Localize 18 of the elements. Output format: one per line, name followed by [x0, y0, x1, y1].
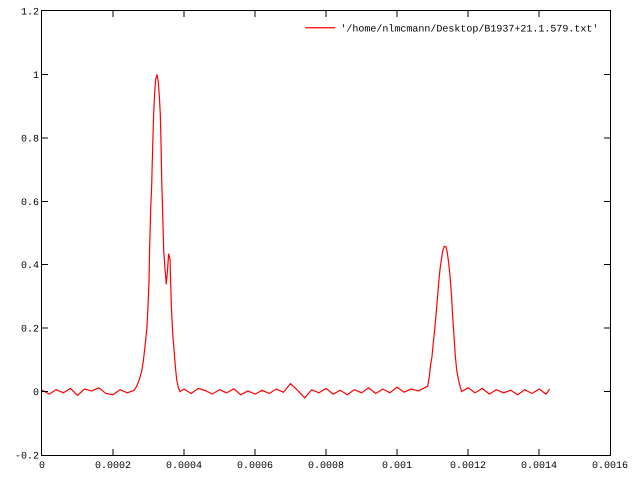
x-tick-label: 0.0008	[308, 461, 344, 472]
y-tick-label: 1	[32, 70, 39, 82]
legend-label: '/home/nlmcmann/Desktop/B1937+21.1.579.txt'	[340, 24, 598, 36]
x-tick-label: 0.001	[382, 461, 412, 472]
y-tick-label: 0.2	[20, 324, 39, 336]
y-tick-label: 0	[32, 388, 39, 400]
y-tick-label: 0.4	[20, 261, 39, 272]
y-tick-label: -0.2	[14, 452, 39, 462]
x-tick-label: 0.0016	[592, 461, 628, 472]
y-tick-label: 1.2	[20, 8, 39, 18]
line-series	[42, 74, 550, 399]
x-tick-label: 0.0004	[166, 461, 202, 472]
y-tick-label: 0.8	[20, 134, 39, 146]
x-tick-label: 0.0012	[450, 461, 486, 472]
x-tick-label: 0.0014	[520, 461, 558, 472]
x-tick-label: 0.0006	[236, 461, 274, 472]
x-tick-label: 0.0002	[94, 461, 132, 472]
y-tick-label: 0.6	[20, 198, 39, 209]
